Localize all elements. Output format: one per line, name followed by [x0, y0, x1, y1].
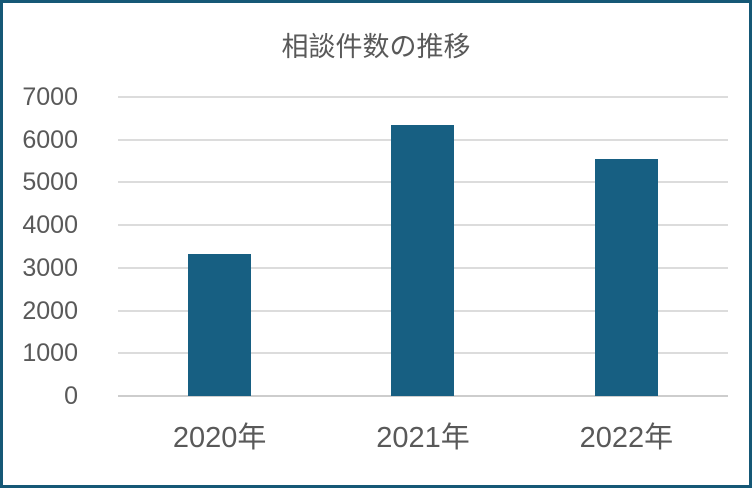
- y-tick-label: 4000: [22, 211, 78, 240]
- x-axis-line: [118, 395, 728, 397]
- x-tick-label: 2022年: [579, 422, 674, 454]
- y-tick-label: 3000: [22, 253, 78, 282]
- bar-cell: [321, 97, 524, 396]
- y-tick-label: 1000: [22, 339, 78, 368]
- chart-title: 相談件数の推移: [281, 32, 471, 62]
- y-tick-label: 5000: [22, 168, 78, 197]
- bars-container: [118, 97, 728, 396]
- bar-2020年: [188, 253, 252, 396]
- x-axis: 2020年 2021年 2022年: [118, 421, 728, 455]
- y-tick-label: 6000: [22, 125, 78, 154]
- y-axis: 7000 6000 5000 4000 3000 2000 1000 0: [3, 83, 78, 410]
- plot-area: [118, 96, 728, 397]
- y-tick-label: 2000: [22, 296, 78, 325]
- y-tick-label: 0: [64, 382, 78, 410]
- bar-cell: [118, 97, 321, 396]
- bar-2022年: [594, 158, 658, 396]
- gridline: [118, 96, 728, 98]
- x-tick-label: 2021年: [376, 422, 470, 454]
- y-tick-label: 7000: [22, 83, 78, 111]
- x-tick-label: 2020年: [172, 422, 267, 454]
- bar-cell: [525, 97, 728, 396]
- bar-2021年: [391, 124, 455, 396]
